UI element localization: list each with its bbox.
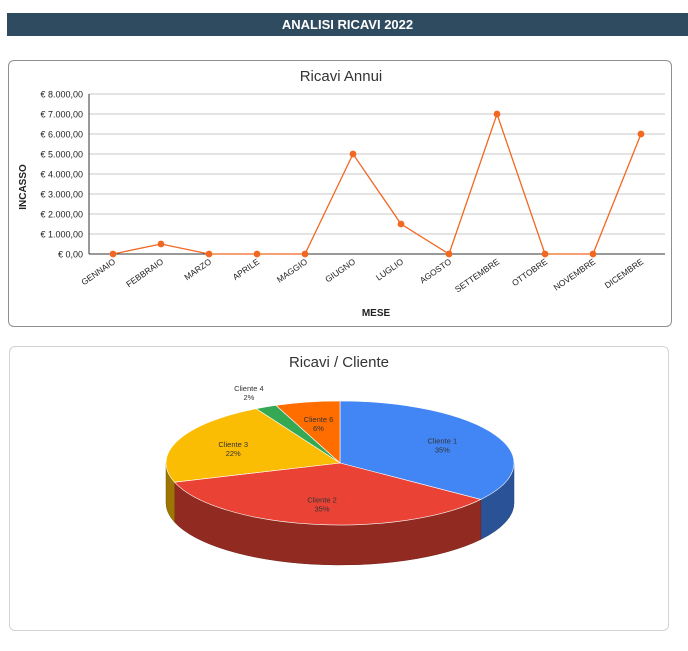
data-point <box>541 250 549 258</box>
slice-percent-label: 2% <box>243 393 254 402</box>
y-tick-label: € 6.000,00 <box>40 130 83 140</box>
slice-percent-label: 22% <box>226 449 241 458</box>
report-title-banner: ANALISI RICAVI 2022 <box>7 13 688 36</box>
x-tick-label: DICEMBRE <box>603 256 646 290</box>
pie-body: Cliente 135%Cliente 235%Cliente 322%Clie… <box>165 384 515 566</box>
data-point <box>301 250 309 258</box>
pie-slice <box>173 462 482 526</box>
x-tick-label: NOVEMBRE <box>552 256 598 292</box>
pie-chart-card: Ricavi / Cliente Cliente 1 35% Cliente 2 35… <box>9 346 669 631</box>
data-point <box>397 220 405 228</box>
series-revenue <box>109 110 645 258</box>
data-point <box>637 130 645 138</box>
data-point <box>205 250 213 258</box>
y-tick-label: € 7.000,00 <box>40 110 83 120</box>
data-point <box>349 150 357 158</box>
x-tick-label: FEBBRAIO <box>124 256 165 289</box>
y-tick-label: € 2.000,00 <box>40 210 83 220</box>
y-tick-label: € 1.000,00 <box>40 230 83 240</box>
data-point <box>493 110 501 118</box>
x-tick-label: OTTOBRE <box>510 256 550 288</box>
slice-percent-label: 6% <box>313 424 324 433</box>
line-chart: Ricavi Annui INCASSO MESE € 0,00 € 1.000,… <box>18 68 665 319</box>
y-axis-label: INCASSO <box>18 164 29 210</box>
x-tick-label: MARZO <box>182 256 213 282</box>
line-chart-title: Ricavi Annui <box>300 68 383 85</box>
y-tick-label: € 0,00 <box>58 250 83 260</box>
data-point <box>157 240 165 248</box>
y-tick-label: € 5.000,00 <box>40 150 83 160</box>
y-tick-label: € 4.000,00 <box>40 170 83 180</box>
report-title: ANALISI RICAVI 2022 <box>281 17 414 32</box>
pie-slice <box>339 400 515 500</box>
slice-percent-label: 35% <box>435 445 450 454</box>
x-tick-label: SETTEMBRE <box>453 256 502 294</box>
x-tick-label: LUGLIO <box>374 256 406 282</box>
x-tick-label: APRILE <box>231 256 262 282</box>
slice-label: Cliente 6 <box>304 415 334 424</box>
pie-slice <box>165 408 341 483</box>
x-tick-label: GIUGNO <box>323 256 357 284</box>
y-tick-label: € 8.000,00 <box>40 90 83 100</box>
data-point <box>445 250 453 258</box>
slice-label: Cliente 4 <box>234 384 264 393</box>
data-point <box>253 250 261 258</box>
slice-label: Cliente 1 <box>428 436 458 445</box>
x-tick-label: AGOSTO <box>418 256 454 285</box>
line-chart-card: Ricavi Annui INCASSO MESE € 0,00 € 1.000,… <box>8 60 672 327</box>
data-point <box>589 250 597 258</box>
series-line <box>112 111 642 255</box>
y-tick-labels: € 0,00 € 1.000,00 € 2.000,00 € 3.000,00 € 4.… <box>40 90 83 260</box>
x-tick-label: MAGGIO <box>275 256 310 284</box>
data-point <box>109 250 117 258</box>
x-tick-labels: GENNAIO FEBBRAIO MARZO APRILE MAGGIO GIUGNO LU… <box>79 256 645 294</box>
y-tick-label: € 3.000,00 <box>40 190 83 200</box>
x-axis-label: MESE <box>362 308 391 319</box>
slice-percent-label: 35% <box>315 504 330 513</box>
x-tick-label: GENNAIO <box>79 256 117 287</box>
slice-label: Cliente 3 <box>218 440 248 449</box>
slice-label: Cliente 2 <box>307 495 337 504</box>
pie-slice <box>275 400 341 464</box>
pie-chart-title: Ricavi / Cliente <box>289 354 389 371</box>
pie-chart: Ricavi / Cliente Cliente 135%Cliente 235… <box>165 354 515 566</box>
gridlines <box>88 93 665 255</box>
